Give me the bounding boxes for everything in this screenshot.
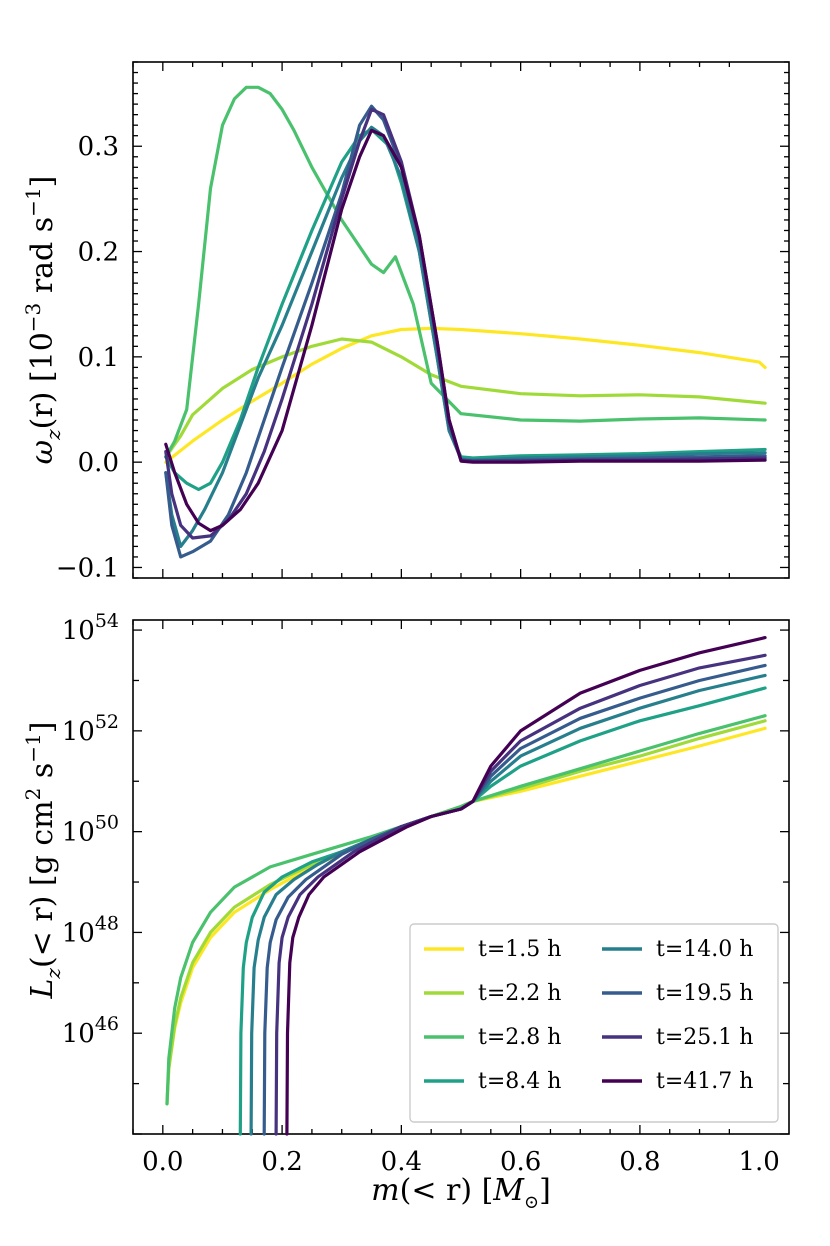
x-tick-label: 0.0 bbox=[142, 1147, 183, 1177]
top-axes-frame bbox=[132, 61, 790, 579]
top-y-tick-label: 0.3 bbox=[78, 132, 119, 162]
bottom-y-tick-label: 1048 bbox=[62, 912, 119, 948]
top-series-line-t-8-4-h bbox=[164, 127, 767, 492]
legend-entry-label: t=19.5 h bbox=[656, 981, 753, 1006]
top-y-tick-label: 0.1 bbox=[78, 343, 119, 373]
legend: t=1.5 h t=14.0 h t=2.2 h t=19.5 h t=2.8 h t=2… bbox=[409, 923, 779, 1123]
top-series-line-t-41-7-h bbox=[164, 128, 767, 533]
top-series-line-t-2-2-h bbox=[164, 337, 767, 459]
legend-entry-label: t=8.4 h bbox=[478, 1069, 561, 1094]
bottom-series-line-t-2-8-h bbox=[165, 714, 767, 1106]
x-tick-label: 0.4 bbox=[381, 1147, 422, 1177]
bottom-y-tick-label: 1046 bbox=[62, 1013, 119, 1049]
x-tick-label: 0.8 bbox=[619, 1147, 660, 1177]
legend-entry-label: t=41.7 h bbox=[656, 1069, 753, 1094]
top-series bbox=[164, 85, 767, 559]
bottom-ticks: 0.0 0.2 0.4 0.6 0.8 1.0 1046 1048 1050 1052 1054 bbox=[62, 610, 789, 1177]
bottom-series-line-t-25-1-h bbox=[274, 653, 767, 1136]
top-y-tick-label: 0.0 bbox=[78, 448, 119, 478]
top-y-tick-label: 0.2 bbox=[78, 238, 119, 268]
bottom-y-tick-label: 1054 bbox=[62, 610, 119, 646]
legend-entry-label: t=14.0 h bbox=[656, 937, 753, 962]
legend-entry-label: t=1.5 h bbox=[478, 937, 561, 962]
x-axis-label: m(< r) [M⊙] bbox=[371, 1173, 551, 1213]
top-series-line-t-14-0-h bbox=[164, 125, 767, 548]
bottom-series bbox=[165, 636, 767, 1136]
bottom-y-tick-label: 1052 bbox=[62, 711, 119, 747]
top-series-line-t-1-5-h bbox=[164, 326, 767, 464]
x-tick-label: 0.2 bbox=[261, 1147, 302, 1177]
bottom-y-tick-label: 1050 bbox=[62, 812, 119, 848]
top-y-axis-label: ωz(r) [10−3 rad s−1] bbox=[21, 176, 65, 465]
top-panel: −0.1 0.0 0.1 0.2 0.3 ωz(r) [10−3 rad s−1] bbox=[21, 61, 790, 583]
legend-entry-label: t=2.2 h bbox=[478, 981, 561, 1006]
bottom-panel: 0.0 0.2 0.4 0.6 0.8 1.0 1046 1048 1050 1052 1054 L… bbox=[21, 610, 790, 1213]
top-ticks: −0.1 0.0 0.1 0.2 0.3 bbox=[56, 61, 789, 583]
x-tick-label: 0.6 bbox=[500, 1147, 541, 1177]
legend-entry-label: t=2.8 h bbox=[478, 1025, 561, 1050]
legend-frame bbox=[409, 923, 779, 1123]
bottom-y-axis-label: Lz(< r) [g cm2 s−1] bbox=[21, 722, 65, 1000]
top-series-line-t-2-8-h bbox=[164, 85, 767, 459]
top-y-tick-label: −0.1 bbox=[56, 553, 119, 583]
top-series-line-t-25-1-h bbox=[164, 107, 767, 540]
bottom-series-line-t-41-7-h bbox=[285, 636, 767, 1136]
x-tick-label: 1.0 bbox=[739, 1147, 780, 1177]
legend-entry-label: t=25.1 h bbox=[656, 1025, 753, 1050]
